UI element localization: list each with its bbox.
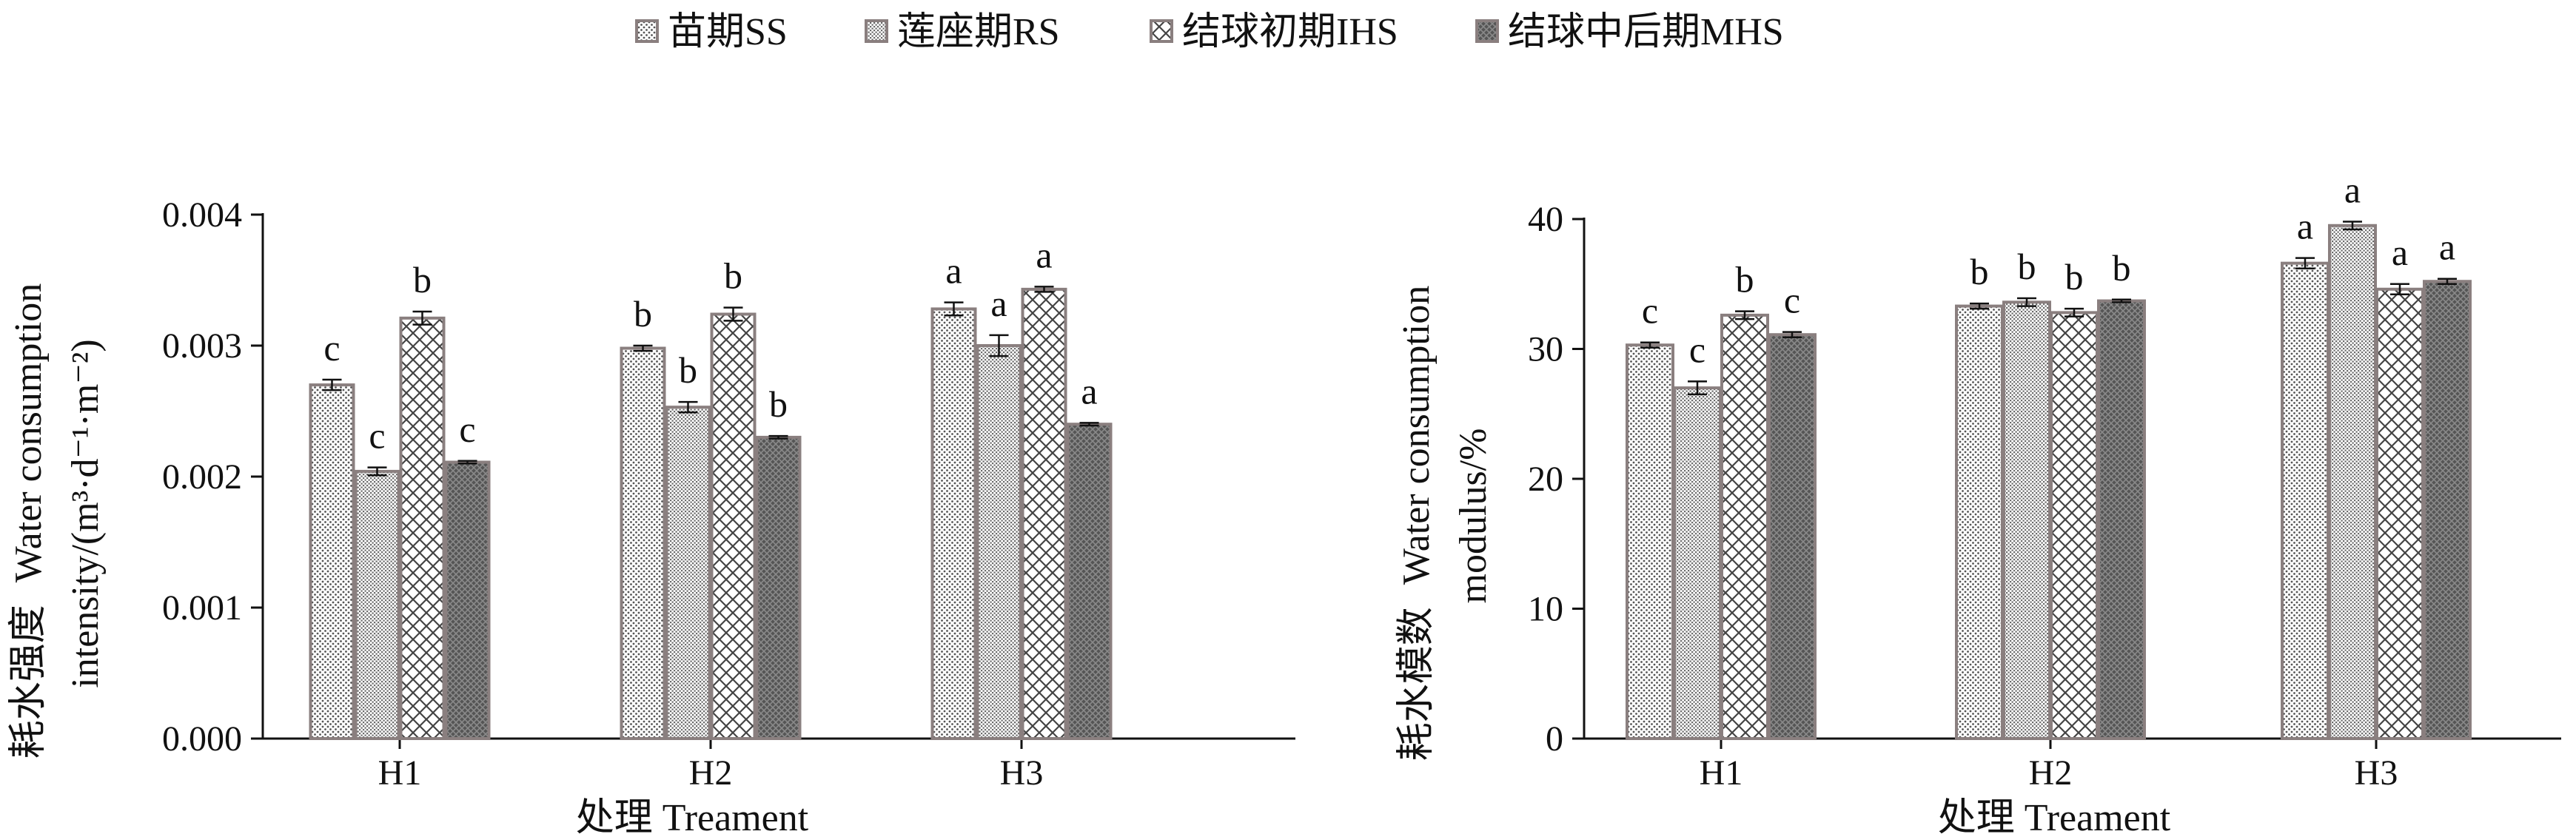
significance-label: b [724,255,742,297]
significance-label: a [2439,226,2455,268]
y-tick-label: 20 [1528,460,1563,499]
significance-label: b [1736,259,1754,300]
significance-label: a [1081,370,1097,411]
bar-h2-series-4 [2097,299,2146,740]
y-axis-title-line-1: 耗水模数 Water consumption [1395,286,1438,762]
significance-label: b [634,293,652,335]
bar-h3-series-3 [1021,287,1067,740]
significance-label: b [1970,251,1989,292]
x-tick-label: H3 [1000,753,1044,793]
x-axis-title: 处理 Treament [576,797,809,837]
bar-h2-series-2 [2002,300,2051,740]
bar-h3-series-1 [930,307,977,740]
x-tick-label: H3 [2355,753,2398,793]
y-axis-title-line-1: 耗水强度 Water consumption [7,283,50,759]
y-tick-label: 0.002 [162,457,242,497]
significance-label: a [1036,234,1052,275]
significance-label: b [769,383,788,425]
bar-h2-series-4 [755,435,802,741]
bar-h3-series-2 [976,344,1022,740]
y-tick-label: 0.000 [162,719,242,759]
significance-label: a [2297,206,2313,247]
significance-label: b [2113,247,2131,289]
bar-h1-series-3 [399,316,446,740]
x-tick-label: H2 [689,753,733,793]
y-axis-title-en: Water consumption [7,283,50,583]
significance-label: c [1642,290,1658,332]
legend-swatch-4 [1475,19,1499,43]
significance-label: c [369,415,385,457]
y-axis-title-line-2: intensity/(m³·d⁻¹·m⁻²) [64,339,107,688]
y-tick-label: 0.001 [162,588,242,628]
legend-swatch-2 [865,19,888,43]
bar-h2-series-3 [710,312,757,740]
legend-label-3: 结球初期IHS [1182,11,1398,53]
y-tick-label: 10 [1528,590,1563,629]
x-tick-label: H2 [2029,753,2073,793]
bar-h3-series-1 [2281,261,2330,741]
bar-h3-series-4 [1066,423,1113,740]
y-axis-title-en: Water consumption [1395,286,1438,585]
legend-swatch-3 [1150,19,1173,43]
y-tick-label: 0.003 [162,326,242,366]
significance-label: b [2065,256,2084,298]
significance-label: c [323,327,340,369]
legend-label-2: 莲座期RS [897,11,1060,53]
bar-h1-series-3 [1720,313,1769,740]
y-axis-title-line-2: modulus/% [1452,428,1495,604]
bar-h2-series-1 [620,346,666,741]
x-axis-title: 处理 Treament [1938,797,2171,837]
legend: 苗期SS 莲座期RS 结球初期IHS 结球中后期MHS [635,11,1784,53]
bar-h1-series-1 [309,383,355,740]
bar-h1-series-2 [354,469,400,740]
y-axis-title-cn: 耗水强度 [7,605,50,759]
y-tick-label: 0.004 [162,195,242,235]
bar-h1-series-4 [444,460,491,741]
bar-h3-series-3 [2375,287,2424,740]
bar-h2-series-1 [1955,304,2004,740]
significance-label: c [1784,280,1800,321]
significance-label: b [679,349,697,391]
y-tick-label: 30 [1528,330,1563,369]
legend-swatch-1 [635,19,659,43]
bar-h1-series-2 [1673,386,1722,741]
significance-label: c [459,409,475,450]
legend-label-4: 结球中后期MHS [1508,11,1784,53]
x-tick-label: H1 [378,753,422,793]
y-axis-title-cn: 耗水模数 [1395,607,1438,761]
bar-h1-series-1 [1626,343,1674,740]
significance-label: b [413,259,432,300]
bar-h3-series-4 [2423,280,2472,740]
significance-label: a [945,250,962,292]
bar-h2-series-2 [665,406,711,740]
significance-label: a [2344,169,2361,211]
bar-h3-series-2 [2328,223,2377,740]
significance-label: b [2018,246,2036,287]
x-tick-label: H1 [1700,753,1743,793]
significance-label: c [1689,329,1705,370]
y-tick-label: 0 [1546,719,1563,759]
bar-h1-series-4 [1768,333,1817,740]
significance-label: a [2392,232,2408,273]
bar-h2-series-3 [2050,311,2099,740]
y-tick-label: 40 [1528,200,1563,239]
legend-label-1: 苗期SS [668,11,788,53]
significance-label: a [990,283,1007,324]
